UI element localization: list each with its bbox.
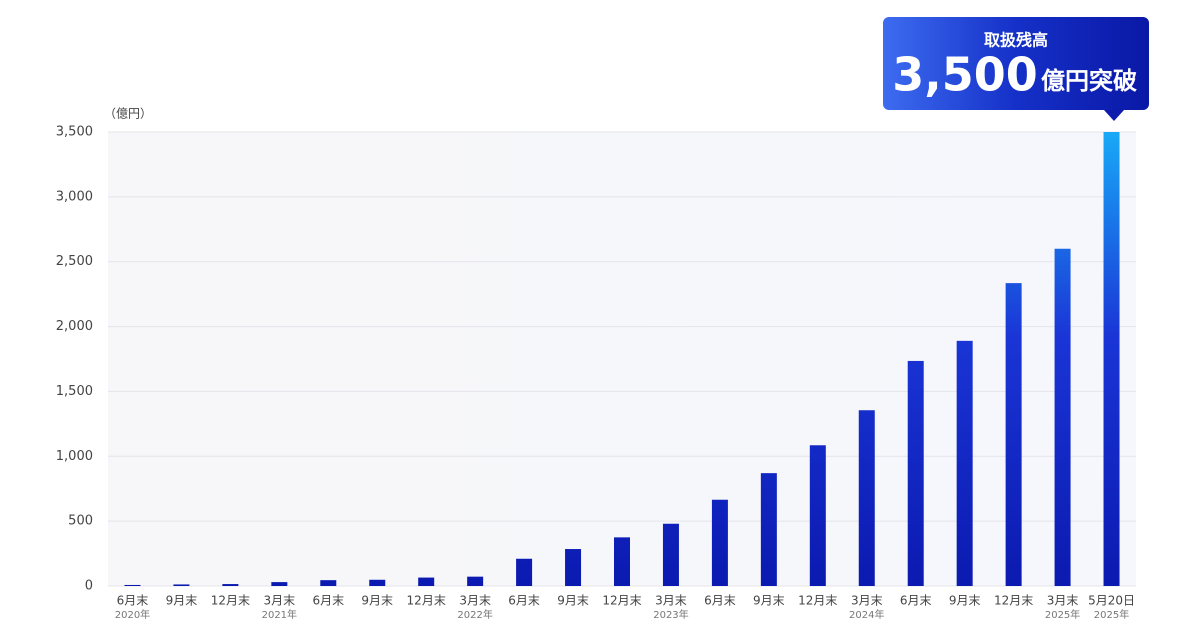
bar [222, 584, 239, 586]
y-tick-label: 1,500 [56, 384, 93, 399]
x-tick-label: 12月末 [211, 594, 250, 608]
x-year-label: 2025年 [1094, 608, 1129, 621]
x-year-label: 2021年 [262, 608, 297, 621]
bar [516, 558, 533, 586]
x-year-label: 2023年 [653, 608, 688, 621]
y-tick-label: 1,000 [56, 449, 93, 464]
unit-label: （億円） [104, 107, 152, 121]
x-tick-label: 3月末 [655, 594, 687, 608]
x-year-label: 2020年 [115, 608, 150, 621]
x-year-label: 2025年 [1045, 608, 1080, 621]
bar [858, 410, 875, 586]
x-tick-label: 9月末 [166, 594, 198, 608]
bar [614, 537, 630, 586]
callout-suffix: 億円突破 [1041, 67, 1137, 95]
bar [124, 584, 141, 586]
x-tick-label: 3月末 [1047, 594, 1079, 608]
bar [711, 499, 728, 586]
plot-area [108, 132, 1136, 586]
x-tick-label: 3月末 [851, 594, 883, 608]
x-tick-label: 12月末 [798, 594, 837, 608]
x-tick-label: 6月末 [900, 594, 932, 608]
y-tick-label: 500 [68, 514, 93, 529]
bar [956, 340, 973, 586]
bar [1005, 283, 1022, 586]
x-year-label: 2024年 [849, 608, 884, 621]
x-tick-label: 6月末 [117, 594, 149, 608]
bar [271, 582, 288, 586]
x-tick-label: 12月末 [602, 594, 641, 608]
callout-pointer [1104, 110, 1124, 121]
bar [173, 584, 190, 586]
x-tick-label: 9月末 [753, 594, 785, 608]
callout-value: 3,500 [892, 48, 1038, 102]
callout: 取扱残高 3,500 億円突破 [883, 17, 1149, 121]
x-tick-label: 6月末 [312, 594, 344, 608]
bar [320, 580, 337, 586]
x-tick-label: 9月末 [557, 594, 589, 608]
bar [1103, 132, 1120, 586]
y-tick-label: 2,500 [56, 254, 93, 269]
bar [662, 523, 679, 586]
x-tick-label: 12月末 [994, 594, 1033, 608]
y-tick-label: 2,000 [56, 319, 93, 334]
x-tick-label: 6月末 [508, 594, 540, 608]
x-tick-label: 3月末 [459, 594, 491, 608]
x-tick-label: 3月末 [264, 594, 296, 608]
bar [418, 577, 435, 586]
y-tick-label: 3,500 [56, 125, 93, 140]
x-year-label: 2022年 [457, 608, 492, 621]
callout-box [883, 17, 1149, 110]
x-tick-label: 12月末 [407, 594, 446, 608]
bar [467, 576, 484, 586]
bar [760, 473, 777, 586]
x-tick-label: 5月20日 [1088, 594, 1135, 608]
bar [907, 360, 924, 586]
bar [809, 445, 826, 586]
callout-title: 取扱残高 [984, 31, 1048, 50]
y-tick-label: 0 [85, 579, 93, 594]
x-tick-label: 9月末 [361, 594, 393, 608]
x-tick-label: 6月末 [704, 594, 736, 608]
bar [1054, 248, 1071, 586]
y-tick-label: 3,000 [56, 189, 93, 204]
x-tick-label: 9月末 [949, 594, 981, 608]
bar [565, 549, 582, 586]
bar [369, 579, 386, 586]
